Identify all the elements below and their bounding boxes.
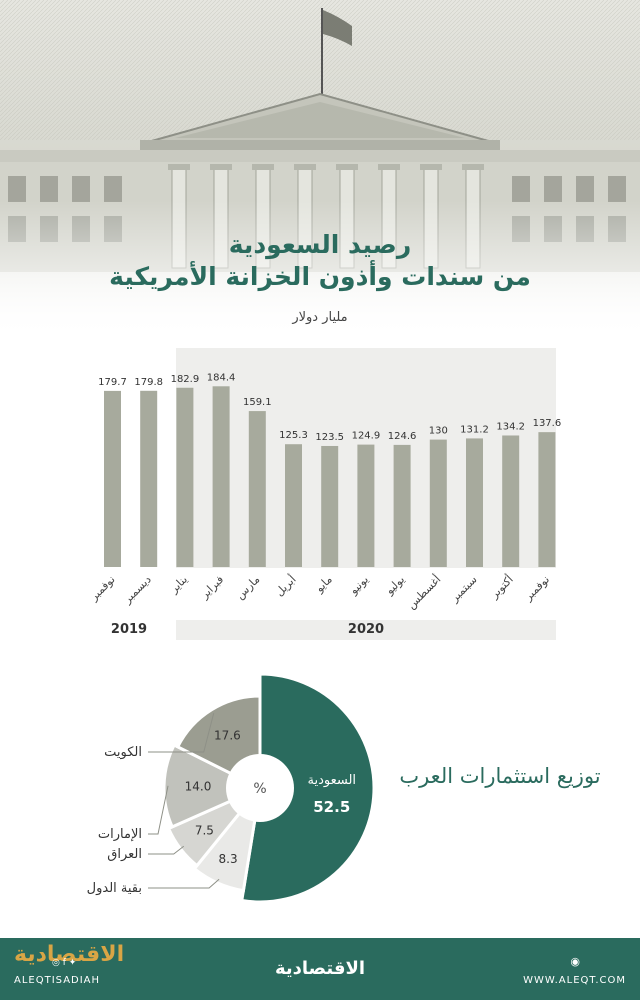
category-label: يونيو (346, 573, 371, 598)
bar-value-label: 125.3 (279, 430, 308, 441)
bar-value-label: 159.1 (243, 397, 272, 408)
bar (393, 444, 411, 567)
bar-chart: 179.7 نوفمبر 179.8 ديسمبر 182.9 يناير 184.4 فبر… (87, 348, 562, 612)
bar (248, 411, 266, 567)
pie-unit-label: % (253, 781, 266, 797)
category-label: يوليو (382, 573, 407, 598)
bar (357, 444, 375, 567)
facebook-icon[interactable]: f (62, 958, 66, 968)
bar-value-label: 124.6 (388, 431, 417, 442)
category-label: أبريل (272, 572, 299, 599)
category-label: فبراير (197, 573, 226, 602)
pie-value-label: 52.5 (313, 798, 350, 816)
pie-slice-name: الإمارات (98, 827, 142, 842)
category-label: مارس (233, 573, 262, 602)
pie-value-label: 8.3 (219, 852, 238, 866)
chart-title-line1: رصيد السعودية (228, 230, 412, 259)
pie-slice (162, 743, 264, 829)
bar (140, 390, 158, 567)
category-label: ديسمبر (120, 573, 154, 607)
bar-value-label: 179.7 (98, 377, 127, 388)
bar (429, 439, 447, 567)
footer-logo-left: الاقتصادية (14, 942, 125, 967)
bar-value-label: 124.9 (352, 431, 381, 442)
category-label: سبتمبر (447, 573, 479, 605)
category-label: أغسطس (404, 572, 443, 611)
twitter-icon[interactable]: ✦ (68, 958, 77, 968)
bar (104, 390, 121, 567)
pie-chart: % 52.5 8.3 7.5 14.0 17.6 السعودية الكويت الإمارا… (87, 672, 376, 904)
pie-slice-name: السعودية (307, 773, 356, 788)
flag-icon (321, 8, 352, 96)
footer-website[interactable]: WWW.ALEQT.COM (523, 975, 626, 986)
footer-logo-center: الاقتصادية (274, 958, 366, 979)
bar-value-label: 123.5 (315, 432, 344, 443)
instagram-icon[interactable]: ◎ (52, 958, 60, 968)
year-label-2020: 2020 (176, 620, 556, 640)
pie-slice-name: بقية الدول (87, 881, 142, 896)
social-icons: ◎ f ✦ (52, 958, 76, 968)
year-label-2019: 2019 (96, 620, 162, 640)
chart-unit-label: مليار دولار (292, 310, 348, 325)
pie-value-label: 14.0 (185, 780, 212, 794)
bar (176, 387, 194, 567)
pie-value-label: 17.6 (214, 728, 241, 742)
bar (321, 445, 339, 567)
footer-bar (0, 938, 640, 1000)
header-building-illustration (0, 0, 640, 340)
bar-value-label: 134.2 (496, 421, 525, 432)
bar-value-label: 184.4 (207, 372, 236, 383)
pie-slice (240, 672, 376, 904)
bar (538, 432, 556, 567)
bar (285, 444, 302, 567)
bar-value-label: 130 (429, 426, 448, 437)
category-label: نوفمبر (87, 573, 118, 604)
web-icon: ◉ (570, 955, 580, 968)
chart-title-line2: من سندات وأذون الخزانة الأمريكية (109, 262, 531, 291)
bar (466, 438, 483, 567)
distribution-title: توزيع استثمارات العرب (399, 764, 601, 788)
bar-value-label: 179.8 (134, 377, 163, 388)
pie-slice-name: الكويت (104, 745, 142, 760)
bar-value-label: 182.9 (171, 374, 200, 385)
category-label: مايو (312, 573, 335, 596)
pie-slice-name: العراق (107, 847, 142, 862)
category-label: يناير (167, 573, 190, 596)
category-label: أكتوبر (487, 572, 516, 601)
bar (212, 386, 230, 567)
bar-value-label: 131.2 (460, 424, 489, 435)
pie-value-label: 7.5 (195, 824, 214, 838)
category-label: نوفمبر (521, 573, 552, 604)
bar (502, 435, 520, 567)
bar-value-label: 137.6 (533, 418, 562, 429)
footer-handle: ALEQTISADIAH (14, 975, 101, 986)
